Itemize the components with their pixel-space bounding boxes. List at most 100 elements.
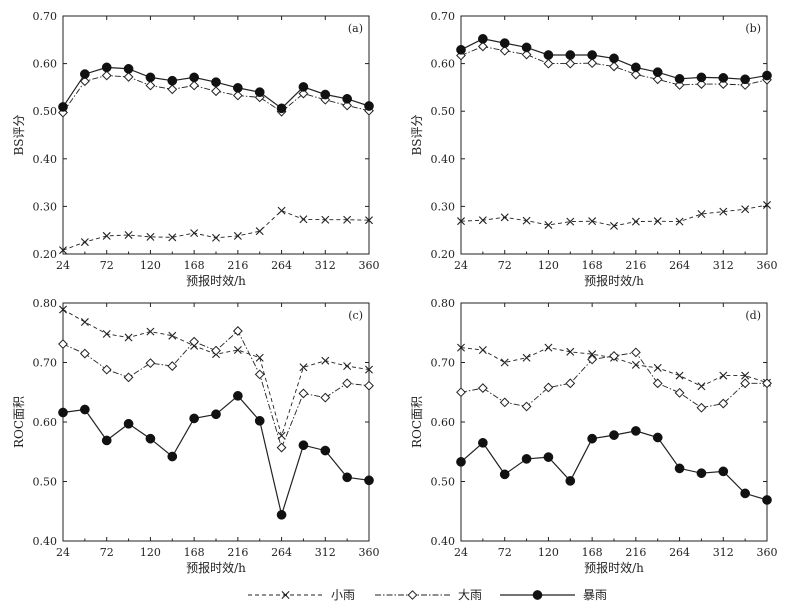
diamond-marker <box>718 398 729 409</box>
y-tick-label: 0.60 <box>33 58 58 71</box>
x-tick-label: 168 <box>184 546 205 559</box>
y-tick-label: 0.70 <box>33 357 58 370</box>
y-axis-label: ROC面积 <box>410 396 424 448</box>
x-marker <box>299 363 308 372</box>
x-marker <box>190 229 199 238</box>
legend: 小雨 大雨 暴雨 <box>248 588 607 602</box>
diamond-marker <box>565 378 576 389</box>
y-tick-label: 0.50 <box>33 105 58 118</box>
x-tick-label: 120 <box>140 546 161 559</box>
diamond-marker <box>521 401 532 412</box>
x-tick-label: 312 <box>713 259 734 272</box>
x-tick-label: 24 <box>56 259 70 272</box>
diamond-marker <box>740 378 751 389</box>
x-tick-label: 72 <box>498 259 512 272</box>
diamond-marker <box>342 100 353 111</box>
plot-frame <box>460 302 768 542</box>
diamond-marker <box>696 79 707 89</box>
circle-marker <box>123 418 134 429</box>
x-marker <box>59 246 67 255</box>
x-marker <box>212 233 220 242</box>
diamond-marker <box>342 378 353 389</box>
x-tick-label: 216 <box>625 546 646 559</box>
series-line-rainstorm <box>460 430 768 501</box>
circle-marker <box>631 426 641 436</box>
x-marker <box>544 343 553 352</box>
diamond-marker <box>232 326 243 336</box>
y-axis-label: ROC面积 <box>12 396 26 448</box>
y-tick-label: 0.60 <box>431 416 456 429</box>
circle-marker <box>80 404 90 415</box>
diamond-marker <box>79 76 90 87</box>
x-marker <box>675 371 684 380</box>
y-tick-label: 0.40 <box>431 535 456 548</box>
circle-marker <box>565 50 576 60</box>
x-tick-label: 360 <box>757 259 778 272</box>
diamond-marker <box>123 72 134 82</box>
x-tick-label: 216 <box>625 259 646 272</box>
diamond-marker <box>718 79 729 89</box>
plot-frame <box>62 302 370 542</box>
x-tick-label: 216 <box>227 546 248 559</box>
x-marker <box>457 217 465 226</box>
diamond-marker <box>145 358 156 369</box>
x-tick-label: 168 <box>184 259 205 272</box>
circle-marker <box>58 102 68 112</box>
diamond-marker <box>652 378 663 389</box>
x-marker <box>343 362 352 371</box>
circle-marker <box>211 409 221 420</box>
legend-label: 小雨 <box>331 588 355 602</box>
x-marker <box>588 217 597 226</box>
y-tick-label: 0.50 <box>431 476 456 489</box>
x-marker <box>299 215 308 224</box>
x-marker <box>741 371 750 380</box>
x-marker <box>478 346 487 354</box>
x-marker <box>741 205 750 214</box>
x-marker <box>168 233 177 242</box>
diamond-marker <box>521 49 532 60</box>
diamond-marker <box>696 402 707 413</box>
x-axis-label: 预报时效/h <box>584 273 644 288</box>
x-marker <box>566 347 575 356</box>
circle-marker <box>499 469 510 480</box>
diamond-marker <box>101 364 112 375</box>
diamond-marker <box>254 369 265 380</box>
filled-circle-icon <box>532 590 543 600</box>
x-tick-label: 168 <box>582 546 603 559</box>
y-tick-label: 0.70 <box>33 10 58 23</box>
circle-marker <box>478 437 488 448</box>
y-tick-label: 0.70 <box>431 357 456 370</box>
diamond-marker <box>298 388 309 399</box>
x-marker <box>500 358 509 367</box>
diamond-marker <box>211 345 221 356</box>
circle-marker <box>674 73 685 84</box>
x-marker <box>80 318 89 327</box>
x-tick-label: 264 <box>669 259 690 272</box>
circle-marker <box>740 74 750 85</box>
diamond-marker <box>189 336 200 347</box>
diamond-marker <box>167 361 178 371</box>
circle-marker <box>718 73 729 83</box>
y-tick-label: 0.20 <box>431 248 456 261</box>
y-tick-label: 0.40 <box>33 153 58 166</box>
x-icon <box>281 591 290 599</box>
x-marker <box>653 363 662 372</box>
x-marker <box>343 215 352 224</box>
x-marker <box>522 216 531 225</box>
diamond-marker <box>456 50 466 61</box>
x-marker <box>653 217 662 226</box>
x-tick-label: 120 <box>538 546 559 559</box>
x-tick-label: 24 <box>454 259 468 272</box>
y-tick-label: 0.30 <box>33 200 58 213</box>
series-line-light-rain <box>62 210 370 251</box>
circle-marker <box>674 463 685 474</box>
x-marker <box>233 346 242 354</box>
circle-marker <box>233 390 243 401</box>
circle-marker <box>652 432 663 443</box>
x-marker <box>675 217 684 226</box>
x-marker <box>719 207 728 216</box>
diamond-marker <box>630 69 641 80</box>
x-marker <box>255 353 264 362</box>
circle-marker <box>587 433 597 444</box>
diamond-marker <box>298 88 309 99</box>
